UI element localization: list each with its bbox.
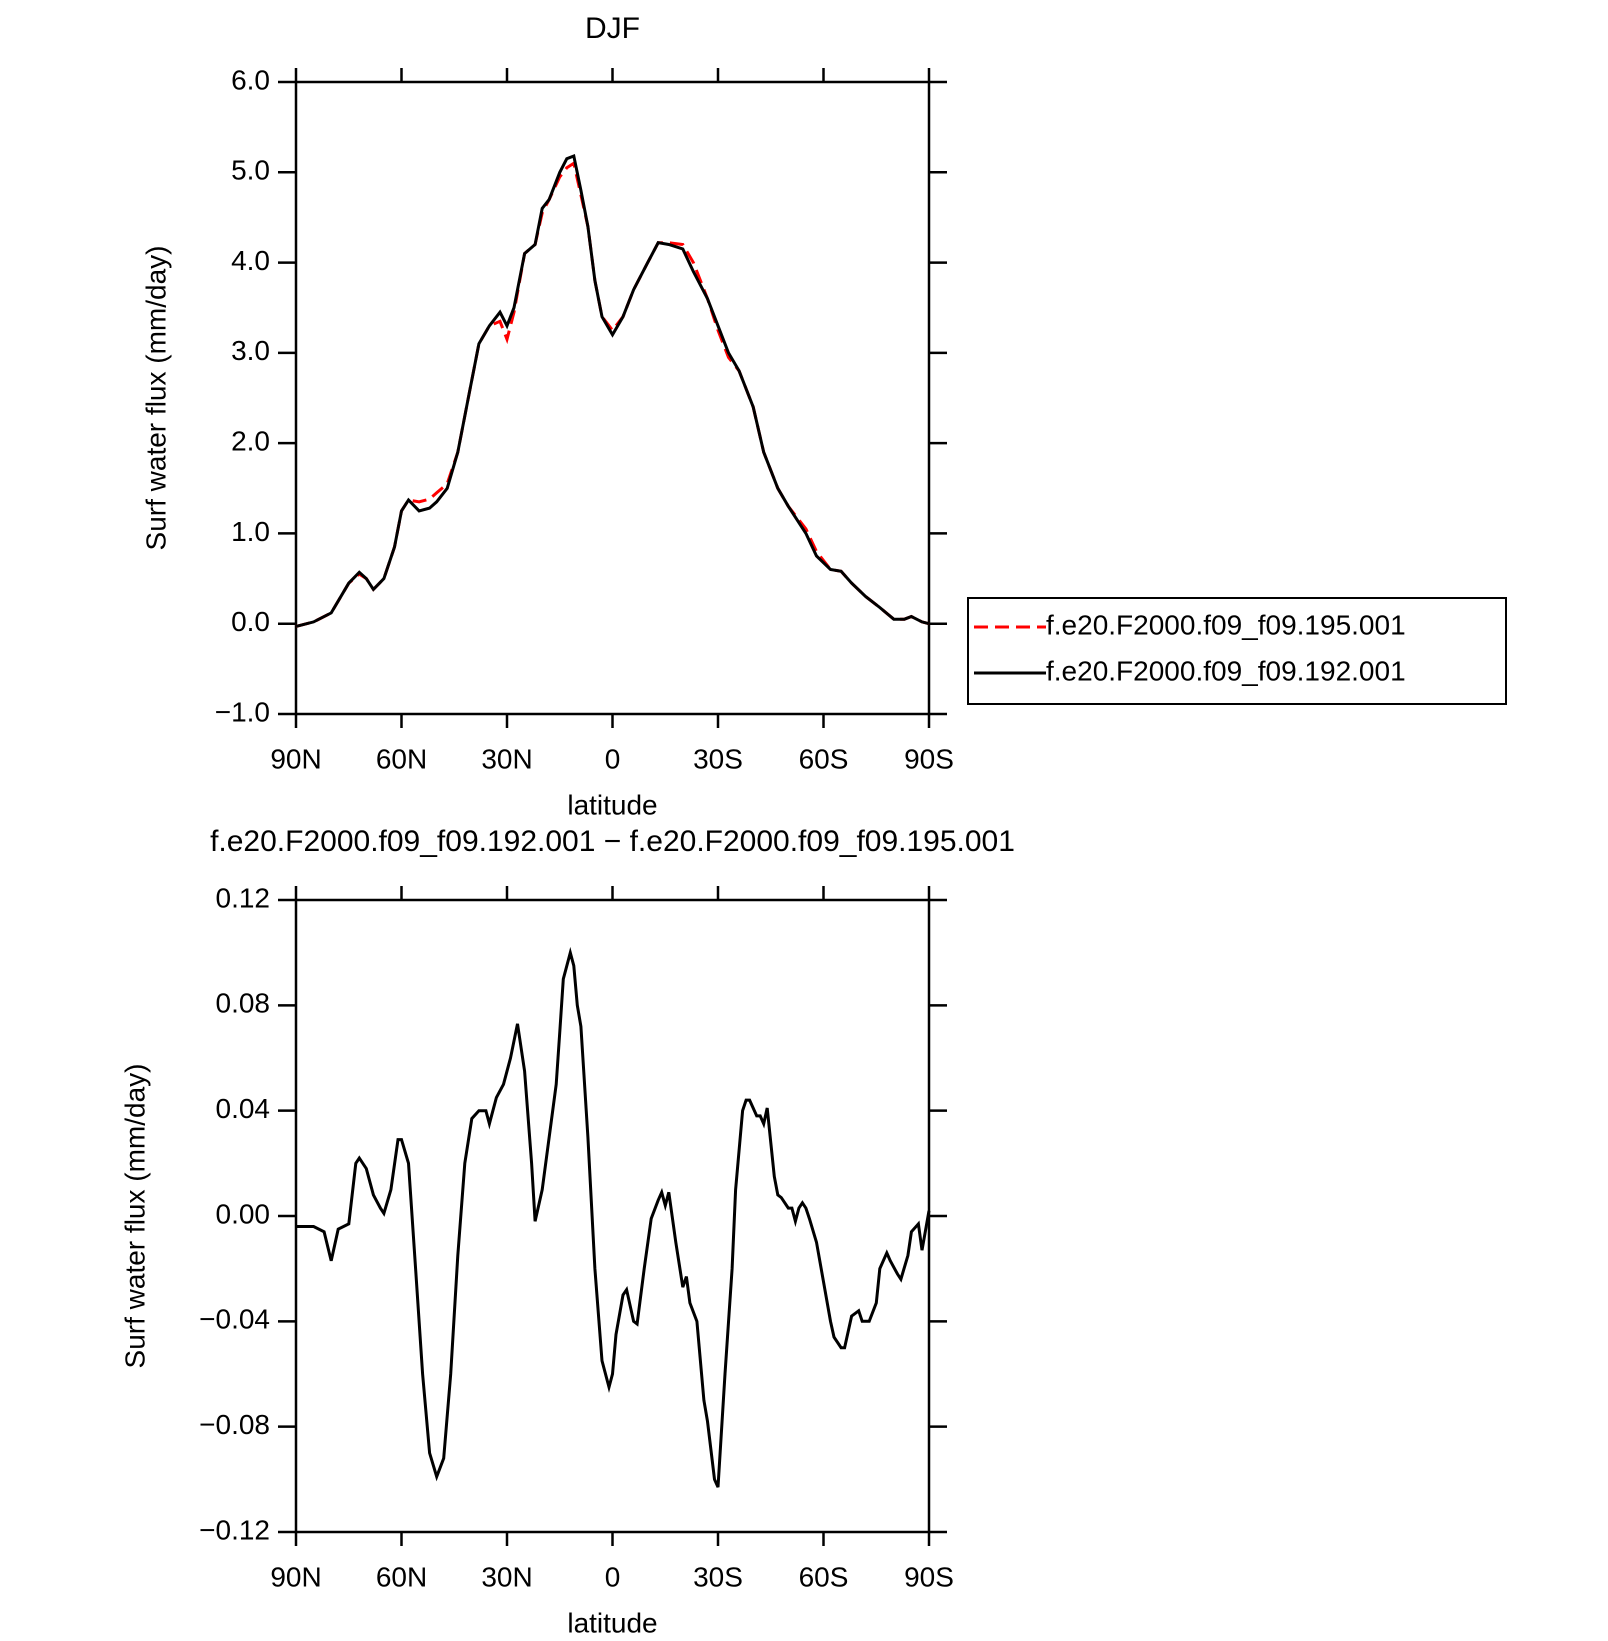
y-tick-label: 0.04 — [216, 1093, 271, 1124]
x-tick-label: 30S — [693, 743, 743, 774]
legend-label: f.e20.F2000.f09_f09.195.001 — [1046, 609, 1406, 640]
x-axis-label: latitude — [567, 1607, 657, 1638]
y-tick-label: −0.08 — [199, 1409, 270, 1440]
y-axis-label: Surf water flux (mm/day) — [119, 1064, 150, 1369]
x-tick-label: 60N — [376, 743, 427, 774]
legend-box — [967, 597, 1507, 705]
x-tick-label: 90N — [270, 1561, 321, 1592]
y-tick-label: 2.0 — [231, 426, 270, 457]
y-tick-label: 0.08 — [216, 988, 271, 1019]
y-tick-label: 0.12 — [216, 882, 271, 913]
x-tick-label: 0 — [605, 743, 621, 774]
x-tick-label: 30N — [481, 1561, 532, 1592]
y-tick-label: 3.0 — [231, 335, 270, 366]
chart-title: DJF — [585, 12, 640, 45]
plot-frame — [294, 80, 931, 716]
y-tick-label: 4.0 — [231, 245, 270, 276]
y-tick-label: −0.12 — [199, 1514, 270, 1545]
y-tick-label: −1.0 — [215, 696, 270, 727]
y-tick-label: 6.0 — [231, 64, 270, 95]
x-axis-label: latitude — [567, 789, 657, 820]
legend-label: f.e20.F2000.f09_f09.192.001 — [1046, 655, 1406, 686]
y-tick-label: 1.0 — [231, 516, 270, 547]
y-tick-label: 0.00 — [216, 1198, 271, 1229]
x-tick-label: 90S — [904, 743, 954, 774]
plot-frame — [294, 898, 931, 1534]
x-tick-label: 90N — [270, 743, 321, 774]
x-tick-label: 30N — [481, 743, 532, 774]
chart-title: f.e20.F2000.f09_f09.192.001 − f.e20.F200… — [210, 825, 1015, 858]
data-line — [296, 946, 931, 1488]
x-tick-label: 60S — [799, 1561, 849, 1592]
x-tick-label: 30S — [693, 1561, 743, 1592]
x-tick-label: 90S — [904, 1561, 954, 1592]
y-axis-label: Surf water flux (mm/day) — [140, 246, 171, 551]
y-tick-label: 5.0 — [231, 155, 270, 186]
y-tick-label: −0.04 — [199, 1304, 270, 1335]
x-tick-label: 0 — [605, 1561, 621, 1592]
x-tick-label: 60S — [799, 743, 849, 774]
data-line — [295, 153, 930, 628]
y-tick-label: 0.0 — [231, 606, 270, 637]
x-tick-label: 60N — [376, 1561, 427, 1592]
